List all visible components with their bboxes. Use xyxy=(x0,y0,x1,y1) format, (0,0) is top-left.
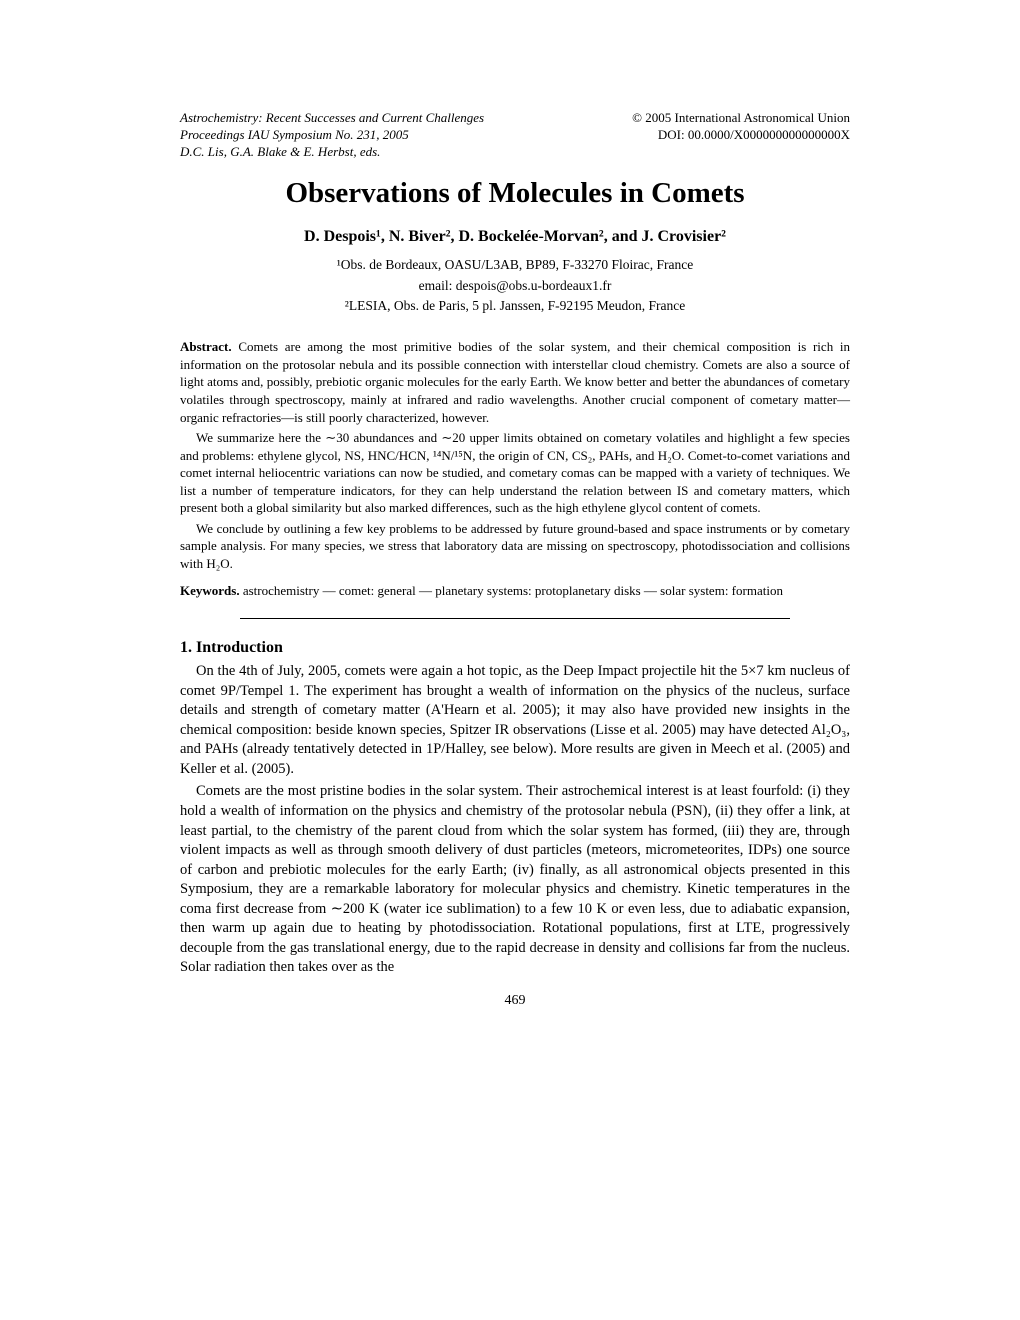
page-number: 469 xyxy=(180,993,850,1009)
header-doi: DOI: 00.0000/X000000000000000X xyxy=(632,127,850,144)
header-block: Astrochemistry: Recent Successes and Cur… xyxy=(180,110,850,161)
header-right: © 2005 International Astronomical Union … xyxy=(632,110,850,161)
abstract-p2: We summarize here the ∼30 abundances and… xyxy=(180,429,850,517)
header-left: Astrochemistry: Recent Successes and Cur… xyxy=(180,110,484,161)
affiliation-1: ¹Obs. de Bordeaux, OASU/L3AB, BP89, F-33… xyxy=(180,256,850,275)
affiliation-2: ²LESIA, Obs. de Paris, 5 pl. Janssen, F-… xyxy=(180,297,850,316)
affiliation-email: email: despois@obs.u-bordeaux1.fr xyxy=(180,277,850,296)
page-container: Astrochemistry: Recent Successes and Cur… xyxy=(0,0,1020,1049)
header-pub-title: Astrochemistry: Recent Successes and Cur… xyxy=(180,110,484,127)
keywords-block: Keywords. astrochemistry — comet: genera… xyxy=(180,582,850,600)
section-1-p2: Comets are the most pristine bodies in t… xyxy=(180,782,850,978)
section-1-body: On the 4th of July, 2005, comets were ag… xyxy=(180,662,850,978)
abstract-p1-text: Comets are among the most primitive bodi… xyxy=(180,339,850,424)
abstract-p3: We conclude by outlining a few key probl… xyxy=(180,520,850,573)
section-1-heading: 1. Introduction xyxy=(180,639,850,657)
paper-title: Observations of Molecules in Comets xyxy=(180,177,850,210)
section-1-p1: On the 4th of July, 2005, comets were ag… xyxy=(180,662,850,779)
keywords-label: Keywords. xyxy=(180,583,240,598)
abstract-label: Abstract. xyxy=(180,339,232,354)
paper-authors: D. Despois¹, N. Biver², D. Bockelée-Morv… xyxy=(180,228,850,246)
header-editors: D.C. Lis, G.A. Blake & E. Herbst, eds. xyxy=(180,144,484,161)
header-proceedings: Proceedings IAU Symposium No. 231, 2005 xyxy=(180,127,484,144)
keywords-text: astrochemistry — comet: general — planet… xyxy=(240,583,783,598)
header-copyright: © 2005 International Astronomical Union xyxy=(632,110,850,127)
abstract-block: Abstract. Comets are among the most prim… xyxy=(180,338,850,572)
section-divider xyxy=(240,618,790,619)
abstract-p1: Abstract. Comets are among the most prim… xyxy=(180,338,850,426)
